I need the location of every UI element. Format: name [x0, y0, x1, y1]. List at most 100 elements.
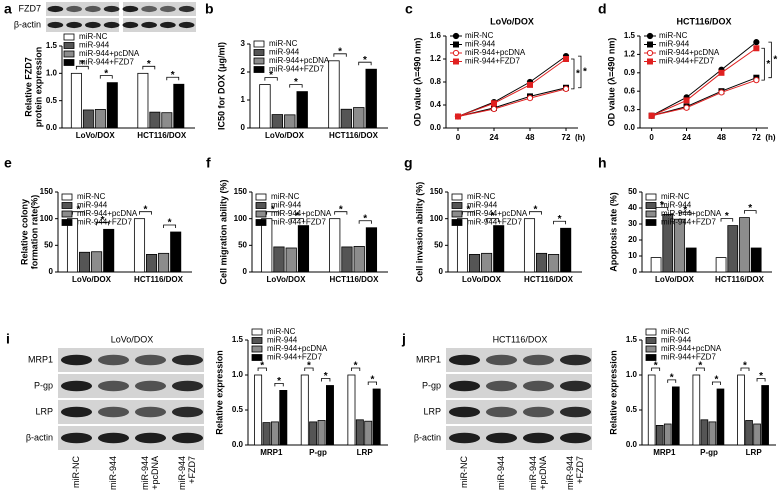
y-axis-label: Relative colony [19, 199, 29, 265]
legend-swatch [253, 66, 265, 73]
legend-label: miR-944+pcDNA [267, 344, 328, 353]
point [453, 58, 459, 65]
legend-label: miR-NC [465, 31, 494, 40]
significance-bracket [358, 61, 372, 66]
blot-band [97, 432, 130, 444]
y-tick-label: 20 [628, 235, 637, 244]
blot-band [66, 5, 82, 13]
y-tick-label: 150 [40, 187, 54, 196]
blot-band [559, 380, 592, 392]
significance-bracket [571, 58, 575, 90]
series-line [457, 87, 567, 117]
significance-label: * [654, 361, 658, 372]
bar [300, 374, 309, 446]
legend-label: miR-944 [77, 201, 108, 210]
x-tick-label: 0 [649, 133, 654, 142]
bar [750, 247, 762, 273]
blot-band [60, 432, 93, 444]
legend-swatch [251, 345, 263, 353]
y-axis-label: formation rate(%) [29, 195, 39, 270]
significance-bracket [578, 55, 582, 89]
legend-label: miR-NC [467, 192, 496, 201]
significance-bracket [768, 41, 772, 79]
legend-swatch [645, 219, 657, 226]
bar [70, 72, 82, 129]
significance-label: * [748, 203, 752, 214]
blot-band [485, 380, 518, 392]
panel-letter: f [206, 155, 211, 171]
blot-band [97, 406, 130, 418]
panel-letter: e [4, 155, 12, 171]
bar [739, 217, 750, 273]
significance-bracket [333, 53, 347, 57]
bar [285, 247, 297, 273]
significance-bracket [756, 378, 766, 382]
y-tick-label: 40 [628, 203, 637, 212]
y-axis-label: IC50 for DOX (μg/ml) [216, 42, 226, 130]
legend-label: miR-944 [271, 201, 302, 210]
x-tick-label: LoVo/DOX [267, 275, 307, 284]
blot-lane-label: +pcDNA [150, 456, 160, 490]
significance-label: * [104, 68, 108, 79]
bar [341, 246, 353, 273]
significance-label: * [271, 204, 275, 215]
bar [270, 421, 279, 446]
legend-label: miR-944+FZD7 [467, 218, 522, 227]
significance-label: * [260, 361, 264, 372]
point [527, 81, 533, 88]
legend-label: miR-944+pcDNA [465, 48, 526, 57]
y-tick-label: 50 [628, 187, 637, 196]
significance-label: * [714, 375, 718, 386]
legend-swatch [253, 57, 265, 65]
point [452, 49, 460, 57]
legend-swatch [645, 345, 657, 353]
blot-band [141, 5, 157, 13]
y-tick-label: 100 [40, 214, 54, 223]
bar [700, 419, 709, 446]
blot-band [160, 21, 176, 29]
legend-swatch [63, 42, 75, 49]
x-axis-label: (h) [575, 133, 586, 142]
y-tick-label: 50 [44, 240, 53, 249]
significance-label: * [576, 69, 580, 80]
significance-bracket [651, 367, 661, 371]
significance-label: * [269, 70, 273, 81]
significance-bracket [740, 367, 750, 371]
blot-band [448, 354, 481, 366]
bar [365, 227, 378, 273]
significance-bracket [99, 75, 113, 79]
significance-bracket [667, 379, 677, 383]
legend-label: miR-944+pcDNA [467, 209, 528, 218]
bar [91, 251, 103, 273]
legend-label: miR-944+FZD7 [77, 218, 132, 227]
panel-letter: b [205, 1, 214, 17]
legend-swatch [251, 354, 263, 361]
legend-label: miR-NC [661, 192, 690, 201]
bar [329, 218, 341, 273]
y-tick-label: 30 [628, 219, 637, 228]
legend-label: miR-944+pcDNA [77, 209, 138, 218]
bar [347, 374, 356, 446]
legend-label: miR-944+FZD7 [267, 353, 322, 362]
blot-lane-label: miR-944 [528, 456, 538, 490]
panel-letter: h [598, 155, 607, 171]
bar [647, 374, 656, 446]
bar [692, 374, 701, 446]
blot-band [160, 5, 176, 13]
legend-swatch [451, 210, 463, 218]
bar [161, 112, 173, 129]
legend-label: miR-944+FZD7 [271, 218, 326, 227]
legend-label: miR-944+pcDNA [269, 56, 330, 65]
blot-band [66, 21, 82, 29]
blot-strip [46, 2, 119, 16]
bar [655, 424, 664, 446]
legend-swatch [645, 202, 657, 209]
blot-row-label: LRP [35, 406, 53, 416]
series-line [651, 41, 757, 117]
significance-label: * [670, 373, 674, 384]
legend-label: miR-944 [661, 201, 692, 210]
blot-row-label: FZD7 [19, 3, 42, 13]
legend-swatch [645, 337, 657, 344]
point [753, 45, 760, 52]
